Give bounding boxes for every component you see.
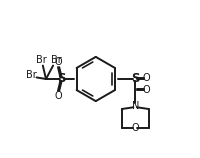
Text: O: O [142, 73, 150, 83]
Text: O: O [131, 123, 138, 133]
Text: O: O [55, 57, 62, 67]
Text: O: O [142, 85, 150, 95]
Text: S: S [57, 73, 66, 85]
Text: N: N [131, 101, 138, 111]
Text: Br: Br [26, 70, 37, 80]
Text: Br: Br [51, 55, 61, 65]
Text: S: S [130, 73, 139, 85]
Text: O: O [55, 91, 62, 101]
Text: Br: Br [36, 55, 46, 65]
